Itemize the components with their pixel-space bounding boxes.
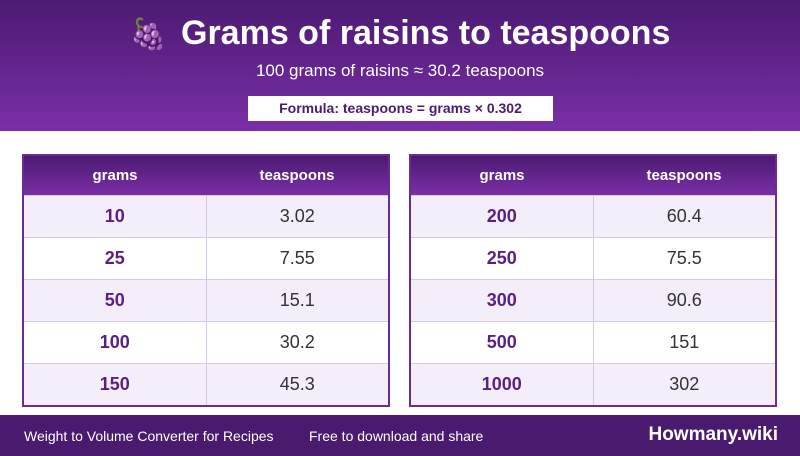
title: Grams of raisins to teaspoons	[181, 14, 671, 52]
formula: Formula: teaspoons = grams × 0.302	[248, 96, 553, 121]
teaspoons-cell: 30.2	[205, 321, 390, 364]
grams-cell: 100	[22, 321, 207, 364]
header: 🍇 Grams of raisins to teaspoons 100 grams…	[0, 0, 800, 131]
row: 10 3.02	[22, 195, 390, 238]
row: 300 90.6	[409, 279, 777, 322]
column-header: grams	[23, 155, 206, 196]
subtitle: 100 grams of raisins ≈ 30.2 teaspoons	[255, 61, 545, 80]
row: 250 75.5	[409, 237, 777, 280]
row: 500 151	[409, 321, 777, 364]
row: 150 45.3	[22, 363, 390, 407]
footer-text: Weight to Volume Converter for Recipes	[24, 428, 274, 444]
title-row: 🍇 Grams of raisins to teaspoons	[0, 14, 800, 53]
brand: Howmany.wiki	[648, 424, 778, 445]
grams-cell: 1000	[409, 363, 594, 407]
grams-cell: 500	[409, 321, 594, 364]
column-header: grams	[410, 155, 593, 196]
teaspoons-cell: 3.02	[205, 195, 390, 238]
column-header: teaspoons	[593, 155, 776, 196]
grams-cell: 50	[22, 279, 207, 322]
teaspoons-cell: 45.3	[205, 363, 390, 407]
row: 200 60.4	[409, 195, 777, 238]
footer-text: Free to download and share	[309, 428, 484, 444]
icon: 🍇	[129, 18, 167, 51]
teaspoons-cell: 302	[592, 363, 777, 407]
header-row: grams teaspoons	[23, 155, 389, 196]
grams-cell: 25	[22, 237, 207, 280]
column-header: teaspoons	[206, 155, 389, 196]
table: grams teaspoons 200 60.4 250 75.5 300 90.6 500 15…	[409, 154, 777, 407]
footer: Weight to Volume Converter for Recipes F…	[0, 415, 800, 456]
teaspoons-cell: 90.6	[592, 279, 777, 322]
grams-cell: 300	[409, 279, 594, 322]
teaspoons-cell: 75.5	[592, 237, 777, 280]
row: 25 7.55	[22, 237, 390, 280]
row: 100 30.2	[22, 321, 390, 364]
grams-cell: 250	[409, 237, 594, 280]
teaspoons-cell: 7.55	[205, 237, 390, 280]
teaspoons-cell: 151	[592, 321, 777, 364]
row: 1000 302	[409, 363, 777, 407]
row: 50 15.1	[22, 279, 390, 322]
header-row: grams teaspoons	[410, 155, 776, 196]
grams-cell: 200	[409, 195, 594, 238]
grams-cell: 10	[22, 195, 207, 238]
grams-cell: 150	[22, 363, 207, 407]
table: grams teaspoons 10 3.02 25 7.55 50 15.1 100 30.2 1…	[22, 154, 390, 407]
teaspoons-cell: 15.1	[205, 279, 390, 322]
teaspoons-cell: 60.4	[592, 195, 777, 238]
